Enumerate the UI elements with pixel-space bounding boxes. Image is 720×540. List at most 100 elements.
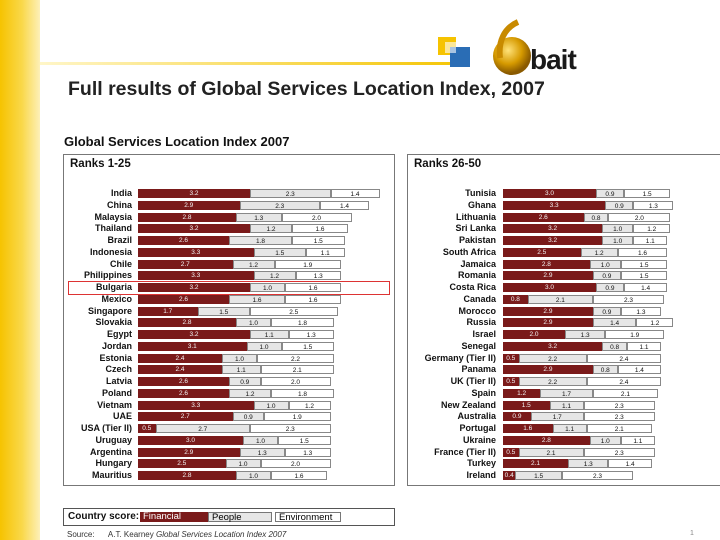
country-label: Philippines xyxy=(83,270,132,281)
bar-people: 0.9 xyxy=(596,283,624,292)
country-label: Pakistan xyxy=(458,235,496,245)
country-label: Slovakia xyxy=(95,317,132,328)
bar-financial: 2.9 xyxy=(503,318,593,328)
bar-environment: 2.0 xyxy=(260,459,331,469)
bar-financial: 2.4 xyxy=(138,365,222,375)
bar-environment: 1.3 xyxy=(285,447,331,457)
bar-environment: 1.3 xyxy=(620,306,662,316)
bar-environment: 2.0 xyxy=(260,377,331,386)
country-label: China xyxy=(106,199,132,210)
country-label: Senegal xyxy=(461,340,496,351)
bar-row: France (Tier II) 0.5 2.1 2.3 xyxy=(408,447,720,458)
legend: Country score: Financial People Environm… xyxy=(63,508,395,526)
bar-row: Spain 1.2 1.7 2.1 xyxy=(408,388,720,399)
bar-people: 1.1 xyxy=(552,424,587,433)
bar-people: 1.0 xyxy=(602,236,634,245)
bar-row: India 3.2 2.3 1.4 xyxy=(64,188,394,199)
bar-row: Canada 0.8 2.1 2.3 xyxy=(408,294,720,305)
bar-environment: 1.9 xyxy=(274,259,341,269)
bar-environment: 2.4 xyxy=(586,377,662,386)
country-label: Thailand xyxy=(94,223,132,234)
bar-row: Portugal 1.6 1.1 2.1 xyxy=(408,423,720,434)
bar-environment: 2.5 xyxy=(250,306,338,316)
bar-environment: 1.1 xyxy=(633,236,668,245)
country-label: Spain xyxy=(471,387,496,398)
bar-environment: 2.1 xyxy=(592,388,658,398)
bar-financial: 3.2 xyxy=(138,330,250,339)
bar-financial: 3.0 xyxy=(138,435,243,445)
country-label: Egypt xyxy=(106,329,132,339)
bar-people: 2.2 xyxy=(518,353,587,363)
bar-people: 1.0 xyxy=(589,435,621,445)
panel-title: Ranks 1-25 xyxy=(70,158,131,170)
panel-ranks-1-25: Ranks 1-25 India 3.2 2.3 1.4 China 2.9 2.3 1.4 M… xyxy=(63,154,395,486)
legend-environment: Environment xyxy=(275,512,341,523)
country-label: Israel xyxy=(472,329,496,339)
bar-people: 1.1 xyxy=(222,365,261,375)
country-label: Mauritius xyxy=(91,470,132,480)
bar-environment: 1.9 xyxy=(605,330,665,339)
bar-row: Australia 0.9 1.7 2.3 xyxy=(408,411,720,422)
bar-people: 0.9 xyxy=(592,271,621,281)
legend-people: People xyxy=(208,512,272,523)
bar-people: 1.1 xyxy=(250,330,289,339)
bar-financial: 2.5 xyxy=(138,459,226,469)
country-label: Jamaica xyxy=(460,258,496,269)
bar-row: Argentina 2.9 1.3 1.3 xyxy=(64,447,394,458)
page-title: Full results of Global Services Location… xyxy=(68,78,545,100)
bar-environment: 1.6 xyxy=(285,283,341,292)
bar-people: 1.5 xyxy=(253,247,306,257)
bar-people: 2.2 xyxy=(518,377,587,386)
bar-environment: 1.2 xyxy=(288,400,331,410)
country-label: Ghana xyxy=(467,199,496,210)
bar-financial: 3.3 xyxy=(138,247,254,257)
legend-label: Country score: xyxy=(68,511,140,522)
bar-people: 1.0 xyxy=(236,318,271,328)
bar-environment: 1.5 xyxy=(623,189,671,198)
bar-environment: 1.8 xyxy=(271,388,334,398)
bar-row: Ireland 0.4 1.5 2.3 xyxy=(408,470,720,481)
bar-financial: 2.6 xyxy=(138,236,229,245)
bar-environment: 1.9 xyxy=(264,412,331,422)
bar-row: Brazil 2.6 1.8 1.5 xyxy=(64,235,394,246)
bar-financial: 3.2 xyxy=(138,224,250,234)
decorative-side-bar xyxy=(0,0,40,540)
country-label: Estonia xyxy=(99,352,132,363)
country-label: USA (Tier II) xyxy=(80,423,132,433)
country-label: Vietnam xyxy=(97,399,132,410)
bar-row: New Zealand 1.5 1.1 2.3 xyxy=(408,400,720,411)
bar-environment: 1.5 xyxy=(292,236,345,245)
bar-environment: 1.2 xyxy=(636,318,674,328)
bar-environment: 1.8 xyxy=(271,318,334,328)
bar-row: Panama 2.9 0.8 1.4 xyxy=(408,364,720,375)
bar-people: 1.2 xyxy=(250,224,292,234)
legend-financial: Financial xyxy=(140,512,208,522)
bar-row: Lithuania 2.6 0.8 2.0 xyxy=(408,212,720,223)
country-label: New Zealand xyxy=(440,399,496,410)
bar-row: Sri Lanka 3.2 1.0 1.2 xyxy=(408,223,720,234)
bar-row: Turkey 2.1 1.3 1.4 xyxy=(408,458,720,469)
bar-row: Mauritius 2.8 1.0 1.6 xyxy=(64,470,394,481)
bar-people: 2.3 xyxy=(250,189,331,198)
bar-row: Latvia 2.6 0.9 2.0 xyxy=(64,376,394,387)
country-label: Czech xyxy=(105,364,132,375)
bar-row: Philippines 3.3 1.2 1.3 xyxy=(64,270,394,281)
bar-financial: 0.5 xyxy=(503,377,519,386)
bar-financial: 2.7 xyxy=(138,412,233,422)
country-label: Malaysia xyxy=(94,211,132,222)
bar-people: 0.8 xyxy=(602,341,627,351)
bar-financial: 2.6 xyxy=(503,212,584,222)
bar-financial: 2.9 xyxy=(138,200,240,210)
bar-people: 1.0 xyxy=(246,341,282,351)
country-label: France (Tier II) xyxy=(434,446,496,457)
bar-row: Chile 2.7 1.2 1.9 xyxy=(64,259,394,270)
bar-financial: 3.3 xyxy=(138,400,254,410)
page-number: 1 xyxy=(690,530,694,537)
bar-row: Vietnam 3.3 1.0 1.2 xyxy=(64,400,394,411)
bar-row: Singapore 1.7 1.5 2.5 xyxy=(64,306,394,317)
bar-financial: 2.0 xyxy=(503,330,565,339)
bar-financial: 2.8 xyxy=(138,471,236,480)
bar-environment: 1.6 xyxy=(271,471,327,480)
bar-environment: 2.3 xyxy=(592,294,665,304)
bar-environment: 1.1 xyxy=(306,247,345,257)
